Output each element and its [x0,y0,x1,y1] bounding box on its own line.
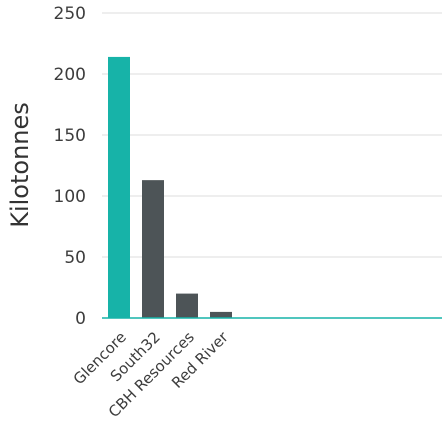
y-tick-labels: 0 50 100 150 200 250 [54,4,86,329]
y-tick-label: 50 [64,248,86,268]
y-tick-label: 150 [54,126,86,146]
y-tick-label: 0 [75,309,86,329]
bar [142,180,164,318]
y-tick-label: 250 [54,4,86,24]
bar [176,293,198,318]
y-axis-title: Kilotonnes [6,102,34,228]
bar [210,311,232,318]
y-tick-label: 100 [54,187,86,207]
y-tick-label: 200 [54,65,86,85]
bars [102,56,442,319]
bar [108,56,130,319]
